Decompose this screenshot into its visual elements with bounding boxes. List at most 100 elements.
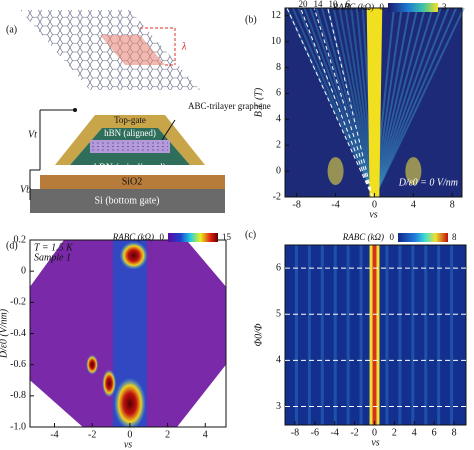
vt-label: Vt [28,129,37,140]
colorbar-tick-label: 0 [390,232,395,242]
heatmap-feature [113,377,146,430]
y-tick-label: 10 [271,36,281,47]
panel: -8 -6 -4 -2 0 2 4 6 8 3 4 5 6 νs Φ0/Φ (c) RABC (kΩ) 0 8 [245,229,467,448]
top-tick-label: 6 [346,0,351,9]
colorbar [388,3,438,12]
y-tick-label: -0.2 [10,297,26,308]
x-tick-label: -4 [50,429,58,440]
top-gate [55,115,205,165]
graphene-layer [90,140,170,153]
graphene-arrow [161,119,176,141]
panel-label: (b) [245,14,257,25]
annotation: D/ε0 = 0 V/nm [398,177,458,188]
y-tick-label: 6 [276,262,281,273]
heatmap-feature [437,245,441,425]
guide-line [313,7,374,198]
heatmap-feature [405,157,422,186]
x-tick-label: 4 [203,429,208,440]
heatmap-feature [424,245,428,425]
colorbar-tick-label: 0 [380,2,385,12]
y-tick-label: 0 [276,165,281,176]
x-tick-label: -8 [292,199,300,210]
heatmap-feature [102,369,117,398]
si-layer [30,189,225,213]
x-tick-label: 0 [372,427,377,438]
y-tick-label: -1.0 [10,421,26,432]
colorbar-label: RABC (kΩ) [112,232,154,242]
y-tick-label: 2 [276,140,281,151]
circuit [29,109,75,200]
heatmap-feature [411,245,415,425]
colorbar-tick-label: 0 [160,232,165,242]
x-tick-label: -6 [311,427,319,438]
y-tick-label: 3 [276,401,281,412]
y-tick-label: -2 [273,191,281,202]
moire-cell [100,35,165,65]
mask [30,240,226,427]
top-tick-label: 20 [299,0,309,9]
y-axis-label: D/ε0 (V/nm) [0,308,9,359]
panel-a: (a) λ Top-gate hBN (aligned) hBN (misali… [6,10,271,213]
y-tick-label: 6 [276,88,281,99]
x-axis-label: νs [124,439,132,450]
hbn-top-label: hBN (aligned) [104,128,156,138]
x-axis-label: νs [371,437,379,448]
heatmap-feature [373,7,442,198]
top-gate-label: Top-gate [114,115,146,125]
y-tick-label: -0.6 [10,359,26,370]
graphene-label: ABC-trilayer graphene [188,101,271,111]
heatmap-feature [294,245,298,425]
colorbar-tick-label: 8 [452,232,457,242]
heatmap-feature [320,245,324,425]
x-tick-label: 8 [452,427,457,438]
y-axis-label: Φ0/Φ [253,323,264,346]
y-tick-label: 5 [276,309,281,320]
annotation: T = 1.5 K [34,242,74,253]
y-tick-label: 8 [276,62,281,73]
x-tick-label: -4 [331,199,339,210]
y-tick-label: 0 [21,265,26,276]
heatmap-feature [373,7,450,198]
y-tick-label: 0.2 [14,234,27,245]
panel: -4 -2 0 2 4 0.2 0 -0.2 -0.4 -0.6 -0.8 -1.0 νs D/ε0 (V… [0,232,232,450]
hbn-bottom-label: hBN (misaligned) [94,162,166,173]
contact [73,108,77,112]
heatmap-feature [372,245,377,425]
heatmap-feature [373,7,458,198]
x-tick-label: 2 [165,429,170,440]
heatmap-feature [373,7,419,198]
x-tick-label: -4 [331,427,339,438]
colorbar-label: RABC (kΩ) [342,232,384,242]
guide-line [300,7,373,198]
heatmap-feature [359,245,363,425]
heatmap-feature [327,157,344,186]
heatmap-feature [366,8,383,197]
panel-label: (d) [6,240,18,251]
heatmap-feature [398,245,402,425]
x-tick-label: -2 [350,427,358,438]
x-tick-label: 0 [372,199,377,210]
x-tick-label: 4 [412,427,417,438]
si-label: Si (bottom gate) [95,195,160,206]
x-tick-label: 0 [127,429,132,440]
sio2-label: SiO2 [122,176,143,187]
x-tick-label: -8 [291,427,299,438]
heatmap-feature [373,7,465,198]
lattice [20,10,200,90]
heatmap-feature [119,241,148,270]
lambda-marker [140,27,176,66]
x-axis-label: νs [369,209,377,220]
guide-line [327,7,374,198]
y-axis-label: B⊥ (T) [253,87,264,117]
y-tick-label: 4 [276,355,281,366]
colorbar [168,233,218,242]
heatmap-feature [385,245,389,425]
x-tick-label: -2 [88,429,96,440]
top-tick-label: 10 [329,0,339,9]
heatmap-feature [373,7,427,198]
y-tick-label: -0.8 [10,390,26,401]
annotation: Sample 1 [34,252,71,263]
x-tick-label: 6 [432,427,437,438]
x-tick-label: 4 [411,199,416,210]
